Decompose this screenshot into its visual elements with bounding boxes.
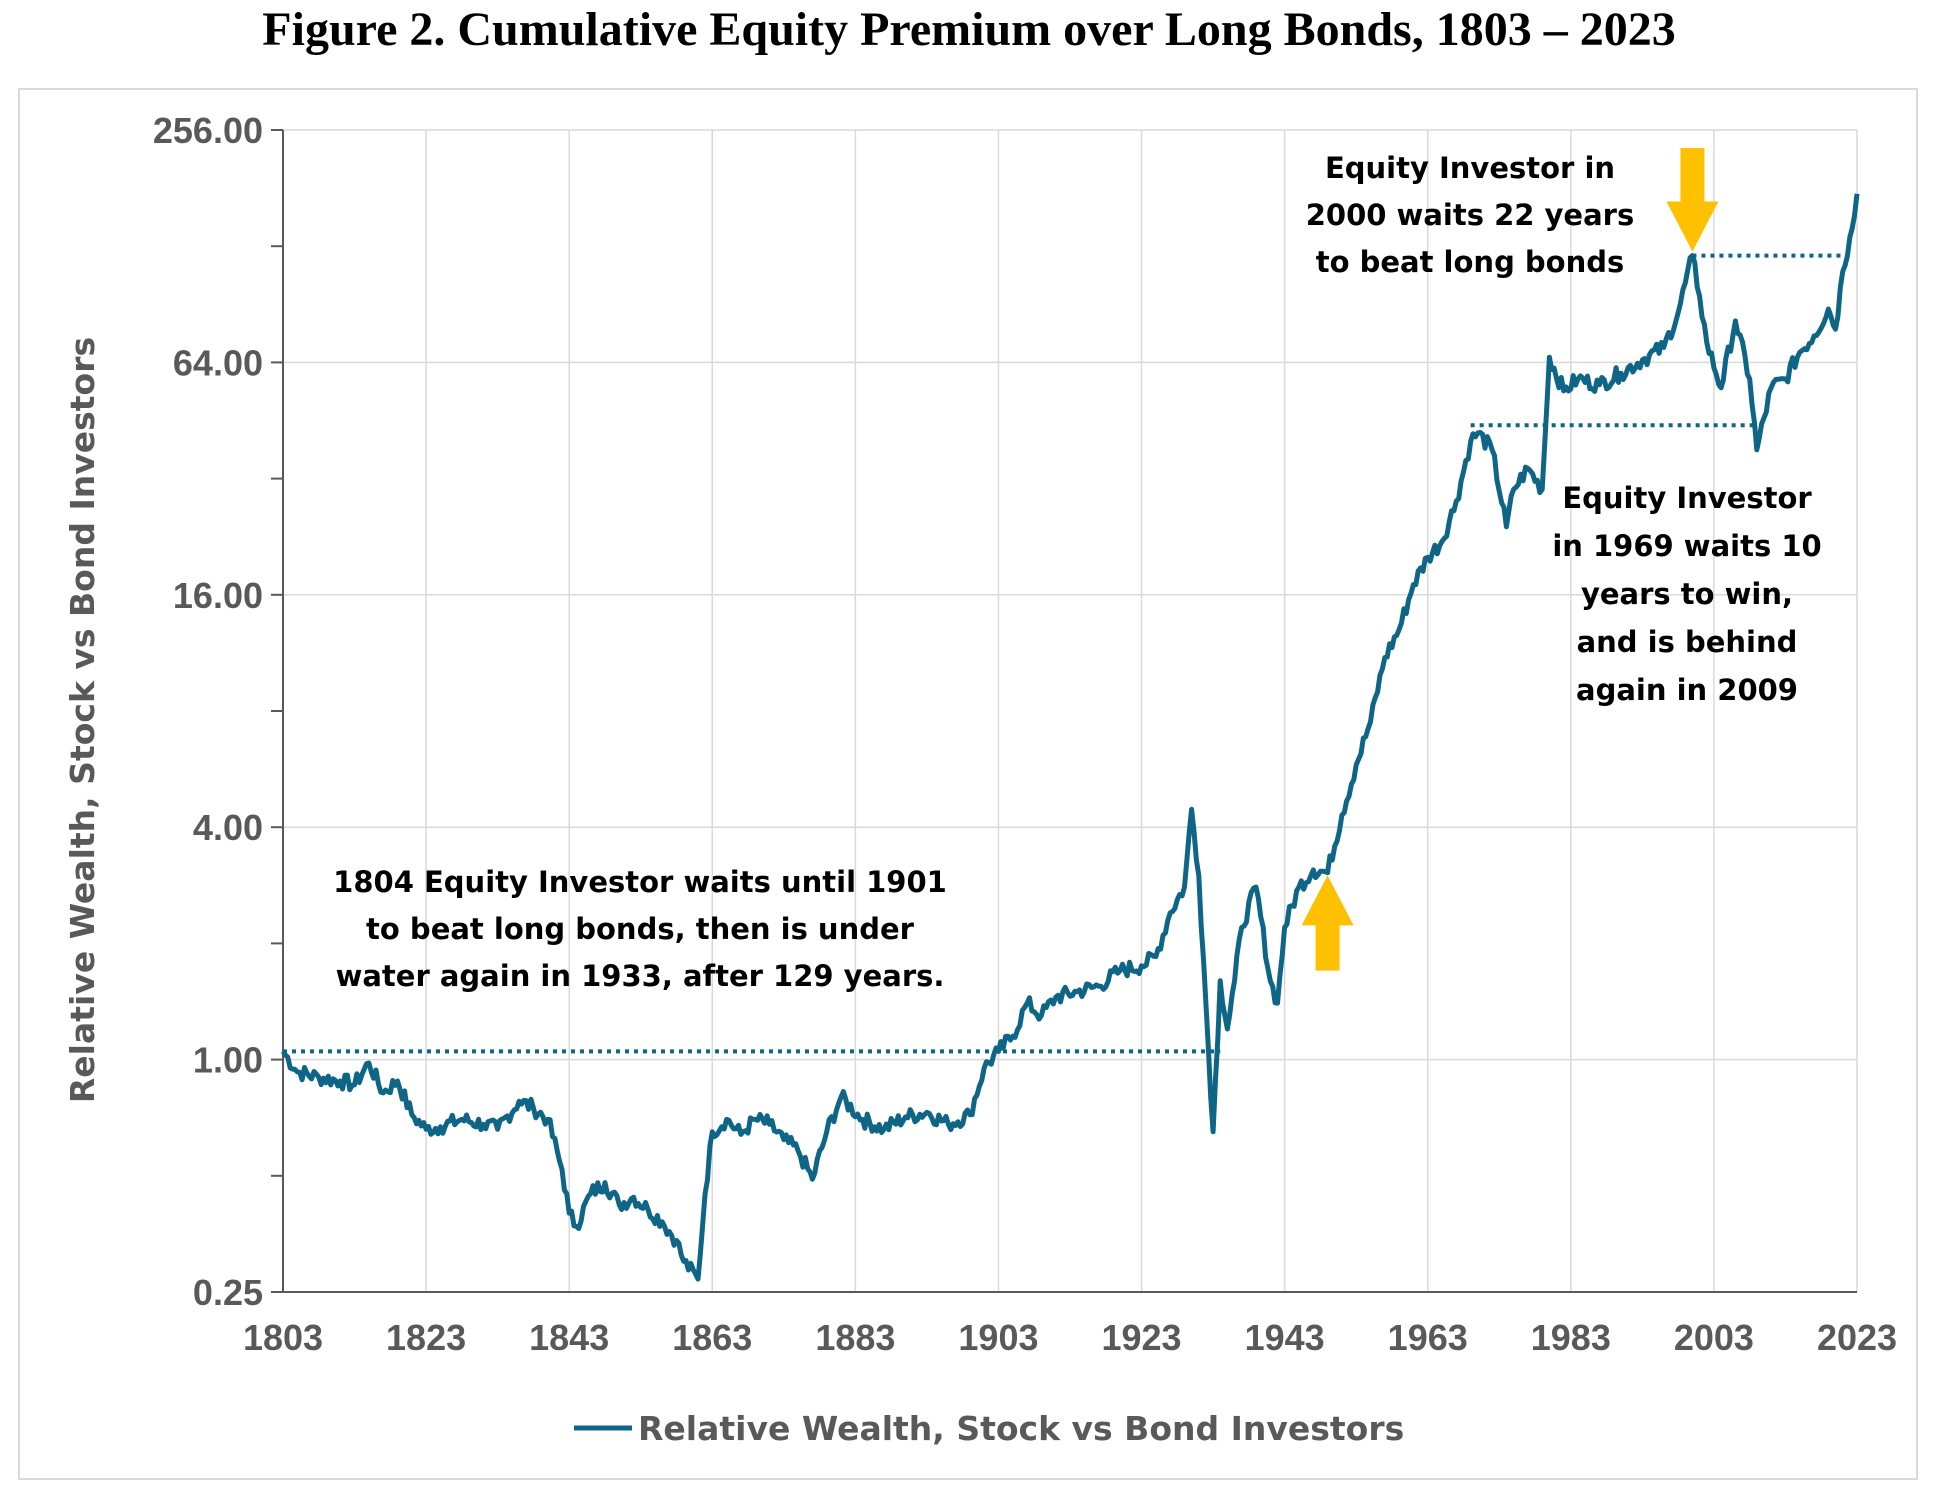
arrows (1301, 147, 1719, 971)
x-tick-label: 1963 (1388, 1317, 1468, 1358)
grid-lines (283, 129, 1858, 1293)
x-tick-label: 1823 (386, 1317, 466, 1358)
note-2000: Equity Investor in 2000 waits 22 years to … (1306, 151, 1635, 279)
chart-frame (18, 88, 1918, 1480)
x-tick-label: 1863 (672, 1317, 752, 1358)
y-axis-label: Relative Wealth, Stock vs Bond Investors (63, 337, 102, 1103)
arrow-1969-up (1301, 875, 1354, 971)
annotations: 1804 Equity Investor waits until 1901 to … (333, 151, 1822, 993)
y-tick-label: 64.00 (173, 342, 263, 383)
note-1804: 1804 Equity Investor waits until 1901 to … (333, 865, 947, 993)
x-tick-label: 1803 (243, 1317, 323, 1358)
axes: 1803 1823 1843 1863 1883 1903 1923 1943 1963 1983… (153, 110, 1897, 1358)
x-tick-label: 1903 (958, 1317, 1038, 1358)
x-tick-label: 2023 (1817, 1317, 1897, 1358)
x-tick-label: 1883 (815, 1317, 895, 1358)
legend: Relative Wealth, Stock vs Bond Investors (574, 1409, 1404, 1448)
annotation-line: water again in 1933, after 129 years. (336, 959, 945, 993)
annotation-line: 1804 Equity Investor waits until 1901 (333, 865, 947, 899)
x-tick-label: 1843 (529, 1317, 609, 1358)
figure-title: Figure 2. Cumulative Equity Premium over… (262, 3, 1676, 56)
annotation-line: to beat long bonds (1316, 245, 1625, 279)
x-tick-label: 1983 (1531, 1317, 1611, 1358)
y-tick-label: 1.00 (193, 1040, 263, 1081)
y-tick-label: 0.25 (193, 1272, 263, 1313)
y-tick-label: 16.00 (173, 575, 263, 616)
note-1969: Equity Investor in 1969 waits 10 years to … (1552, 481, 1821, 707)
x-tick-label: 1943 (1245, 1317, 1325, 1358)
annotation-line: in 1969 waits 10 (1552, 529, 1821, 563)
x-tick-label: 2003 (1674, 1317, 1754, 1358)
y-tick-label: 4.00 (193, 807, 263, 848)
series-line (280, 193, 1860, 1282)
reference-lines (283, 253, 1850, 1054)
annotation-line: and is behind (1577, 625, 1798, 659)
annotation-line: Equity Investor (1562, 481, 1812, 515)
y-tick-label: 256.00 (153, 110, 263, 151)
annotation-line: 2000 waits 22 years (1306, 198, 1635, 232)
legend-label: Relative Wealth, Stock vs Bond Investors (638, 1409, 1404, 1448)
annotation-line: Equity Investor in (1325, 151, 1615, 185)
x-tick-label: 1923 (1101, 1317, 1181, 1358)
annotation-line: again in 2009 (1576, 673, 1798, 707)
arrow-2000-down (1666, 147, 1719, 252)
annotation-line: to beat long bonds, then is under (366, 912, 915, 946)
annotation-line: years to win, (1581, 577, 1793, 611)
series (280, 193, 1860, 1282)
